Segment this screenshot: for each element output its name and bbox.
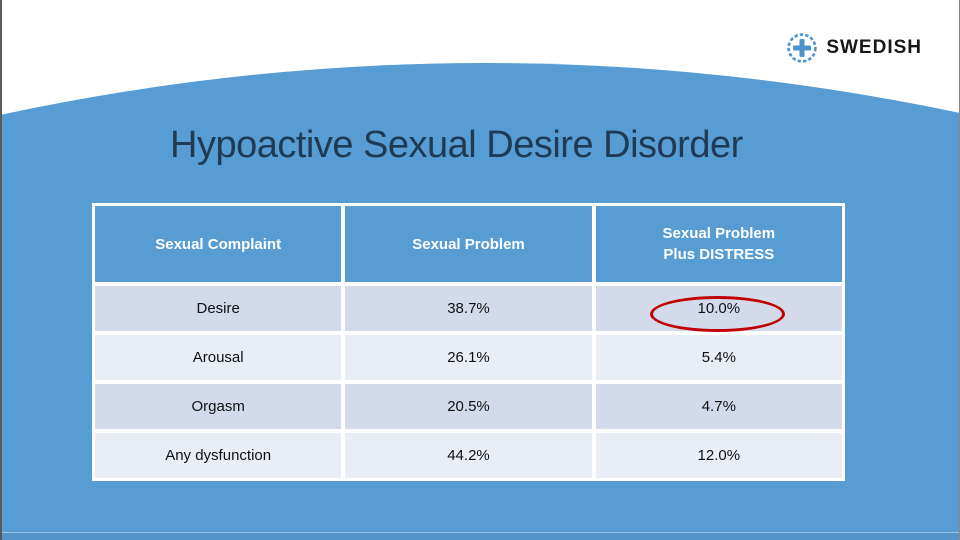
table-cell-problem: 44.2%: [345, 433, 592, 478]
table-cell-distress: 4.7%: [595, 384, 842, 429]
table-cell-complaint: Arousal: [95, 335, 342, 380]
table-cell-complaint: Orgasm: [95, 384, 342, 429]
page-title: Hypoactive Sexual Desire Disorder: [170, 124, 743, 166]
prevalence-table: Sexual Complaint Sexual Problem Sexual P…: [92, 203, 845, 481]
table-cell-problem: 26.1%: [345, 335, 592, 380]
table-cell-complaint: Any dysfunction: [95, 433, 342, 478]
table-header-sexual-problem: Sexual Problem: [345, 206, 592, 282]
table-header-sexual-complaint: Sexual Complaint: [95, 206, 342, 282]
swedish-cross-globe-icon: [787, 33, 818, 63]
table-cell-distress: 12.0%: [595, 433, 842, 478]
table-header-sexual-problem-plus-distress: Sexual Problem Plus DISTRESS: [595, 206, 842, 282]
table-cell-complaint: Desire: [95, 286, 342, 331]
logo-brand-text: SWEDISH: [826, 37, 922, 58]
table-cell-problem: 38.7%: [345, 286, 592, 331]
bottom-accent-strip: [0, 532, 960, 540]
table-cell-problem: 20.5%: [345, 384, 592, 429]
table-cell-distress: 5.4%: [595, 335, 842, 380]
swedish-logo: SWEDISH: [786, 32, 922, 64]
slide-edge-left: [0, 0, 2, 540]
red-highlight-ellipse: [650, 296, 785, 332]
